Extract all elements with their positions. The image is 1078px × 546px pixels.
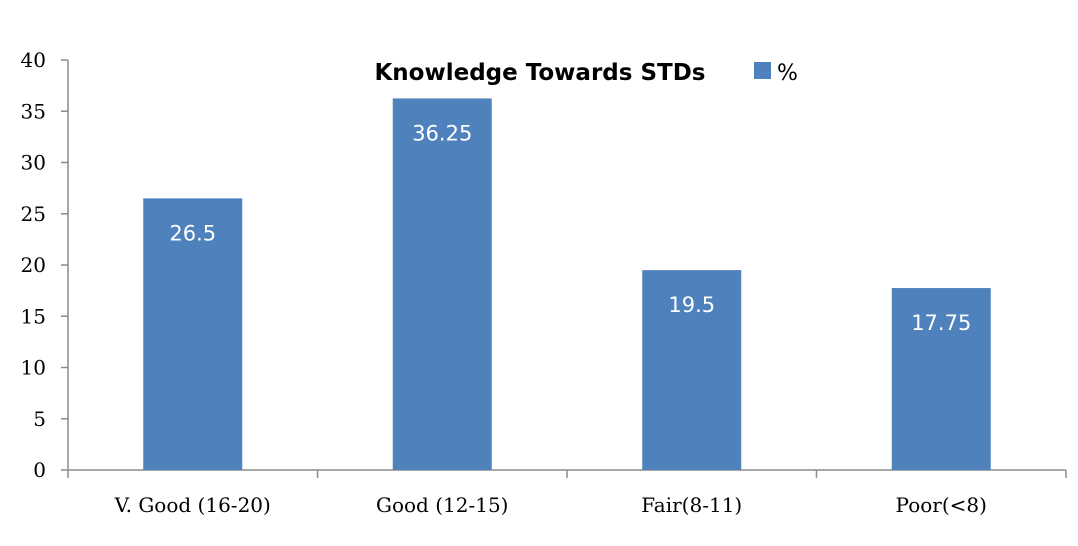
bar xyxy=(642,270,742,470)
category-label: Poor(<8) xyxy=(896,493,987,517)
category-labels: V. Good (16-20) Good (12-15) Fair(8-11) Poo… xyxy=(114,493,987,517)
bar-value-label: 36.25 xyxy=(412,121,472,145)
bar-value-label: 19.5 xyxy=(668,293,715,317)
bar-value-label: 17.75 xyxy=(911,311,971,335)
legend-label: % xyxy=(777,61,798,86)
y-tick-label: 0 xyxy=(33,458,46,482)
y-tick-label: 5 xyxy=(33,407,46,431)
bar-value-label: 26.5 xyxy=(169,221,216,245)
y-tick-label: 25 xyxy=(21,202,46,226)
y-axis: 0 5 10 15 20 25 30 35 40 xyxy=(21,48,69,482)
x-axis xyxy=(67,469,1067,478)
y-tick-label: 30 xyxy=(21,151,46,175)
bars xyxy=(143,98,991,470)
y-tick-label: 20 xyxy=(21,253,46,277)
category-label: V. Good (16-20) xyxy=(114,493,271,517)
chart-title: Knowledge Towards STDs xyxy=(374,60,705,86)
y-tick-label: 40 xyxy=(21,48,46,72)
data-labels: 26.5 36.25 19.5 17.75 xyxy=(169,121,971,335)
y-tick-label: 10 xyxy=(21,356,46,380)
bar xyxy=(891,288,991,470)
y-tick-label: 15 xyxy=(21,304,46,328)
category-label: Good (12-15) xyxy=(376,493,508,517)
y-tick-label: 35 xyxy=(21,99,46,123)
bar xyxy=(143,198,243,470)
bar xyxy=(392,98,492,470)
category-label: Fair(8-11) xyxy=(641,493,742,517)
legend: % xyxy=(754,61,798,86)
legend-swatch xyxy=(754,62,771,79)
